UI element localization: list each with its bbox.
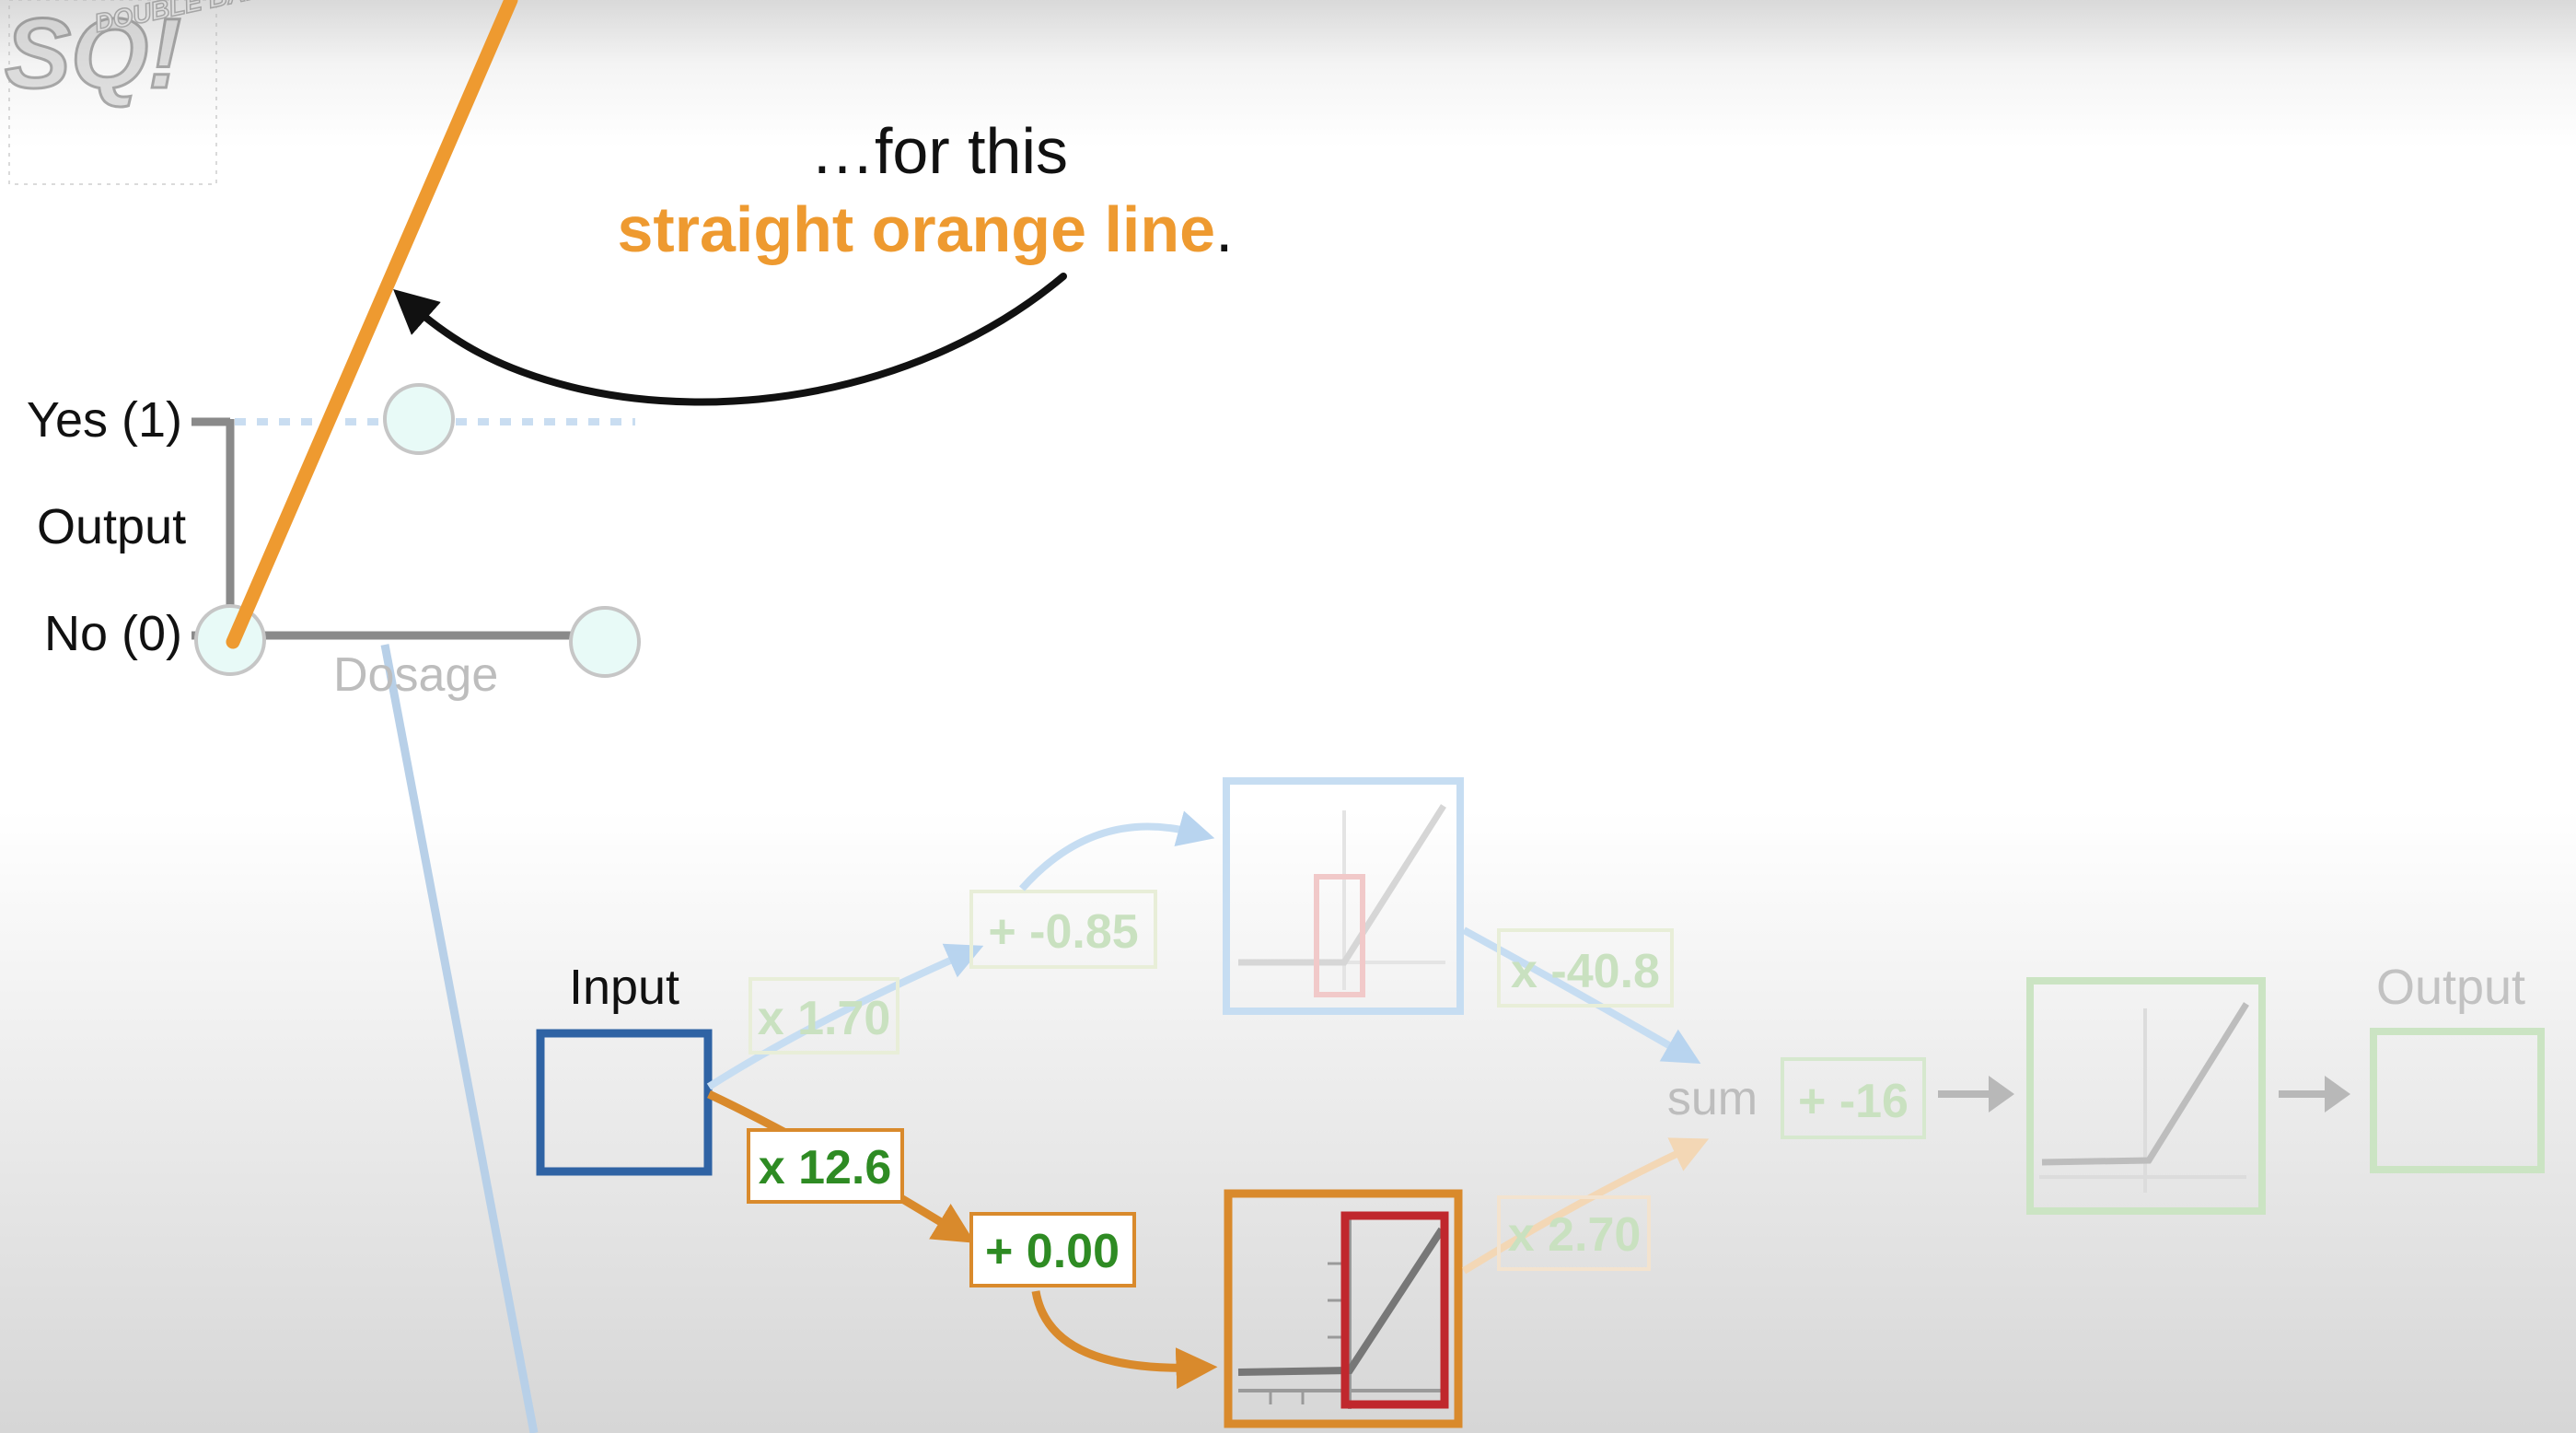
caption-end: . (1215, 193, 1233, 265)
caption-line1: …for this (810, 115, 1068, 187)
bottom-path-arrow3 (1461, 1137, 1710, 1275)
final-bias-text: + -16 (1798, 1075, 1909, 1128)
bottom-path-arrow2 (1031, 1290, 1218, 1390)
bottom-activation-node (1224, 1189, 1463, 1428)
faded-blue-line (380, 644, 539, 1433)
output-node (2370, 1028, 2545, 1173)
output-axis-label: Output (37, 499, 186, 554)
final-bias-box (1781, 1057, 1926, 1139)
statquest-logo: SQ! DOUBLE BAM!!! (4, 0, 295, 185)
top-bias-text: + -0.85 (988, 905, 1138, 959)
bottom-bias-box (969, 1212, 1136, 1287)
top-out-weight-text: x -40.8 (1511, 945, 1660, 998)
curved-arrow (393, 273, 1067, 406)
top-path-arrow3 (1462, 926, 1701, 1064)
no-label: No (0) (44, 606, 182, 661)
sum-label: sum (1667, 1072, 1758, 1125)
data-point-top (383, 383, 455, 455)
logo-letters: SQ! (5, 0, 181, 109)
straight-orange-line (226, 0, 518, 649)
bottom-out-weight-text: x 2.70 (1508, 1208, 1642, 1262)
data-point-right (569, 606, 641, 678)
caption-line2: straight orange line. (617, 193, 1233, 265)
bottom-weight-text: x 12.6 (759, 1141, 892, 1194)
top-weight-text: x 1.70 (758, 992, 891, 1045)
bottom-bias-text: + 0.00 (985, 1225, 1120, 1278)
neural-network: Input x 1.70 + -0.85 x -40.8 x 12.6 + 0.… (536, 777, 2545, 1428)
input-node (536, 1029, 713, 1176)
output-node-label: Output (2376, 960, 2525, 1015)
dosage-axis-label: Dosage (333, 648, 498, 702)
output-graph: Yes (1) Output No (0) Dosage (27, 383, 641, 702)
top-path-arrow2 (1019, 810, 1215, 891)
yes-label: Yes (1) (27, 392, 182, 448)
bottom-weight-box (747, 1128, 904, 1204)
top-bias-box (969, 890, 1157, 969)
bottom-out-weight-box (1497, 1195, 1651, 1271)
caption-highlight: straight orange line (617, 193, 1215, 265)
top-activation-node (1223, 777, 1464, 1015)
top-weight-box (748, 977, 899, 1054)
logo-small-text: DOUBLE BAM!!! (92, 0, 294, 38)
input-label: Input (569, 960, 679, 1015)
top-path-arrow1 (706, 943, 984, 1090)
final-activation-node (2026, 977, 2266, 1215)
top-out-weight-box (1497, 928, 1674, 1008)
